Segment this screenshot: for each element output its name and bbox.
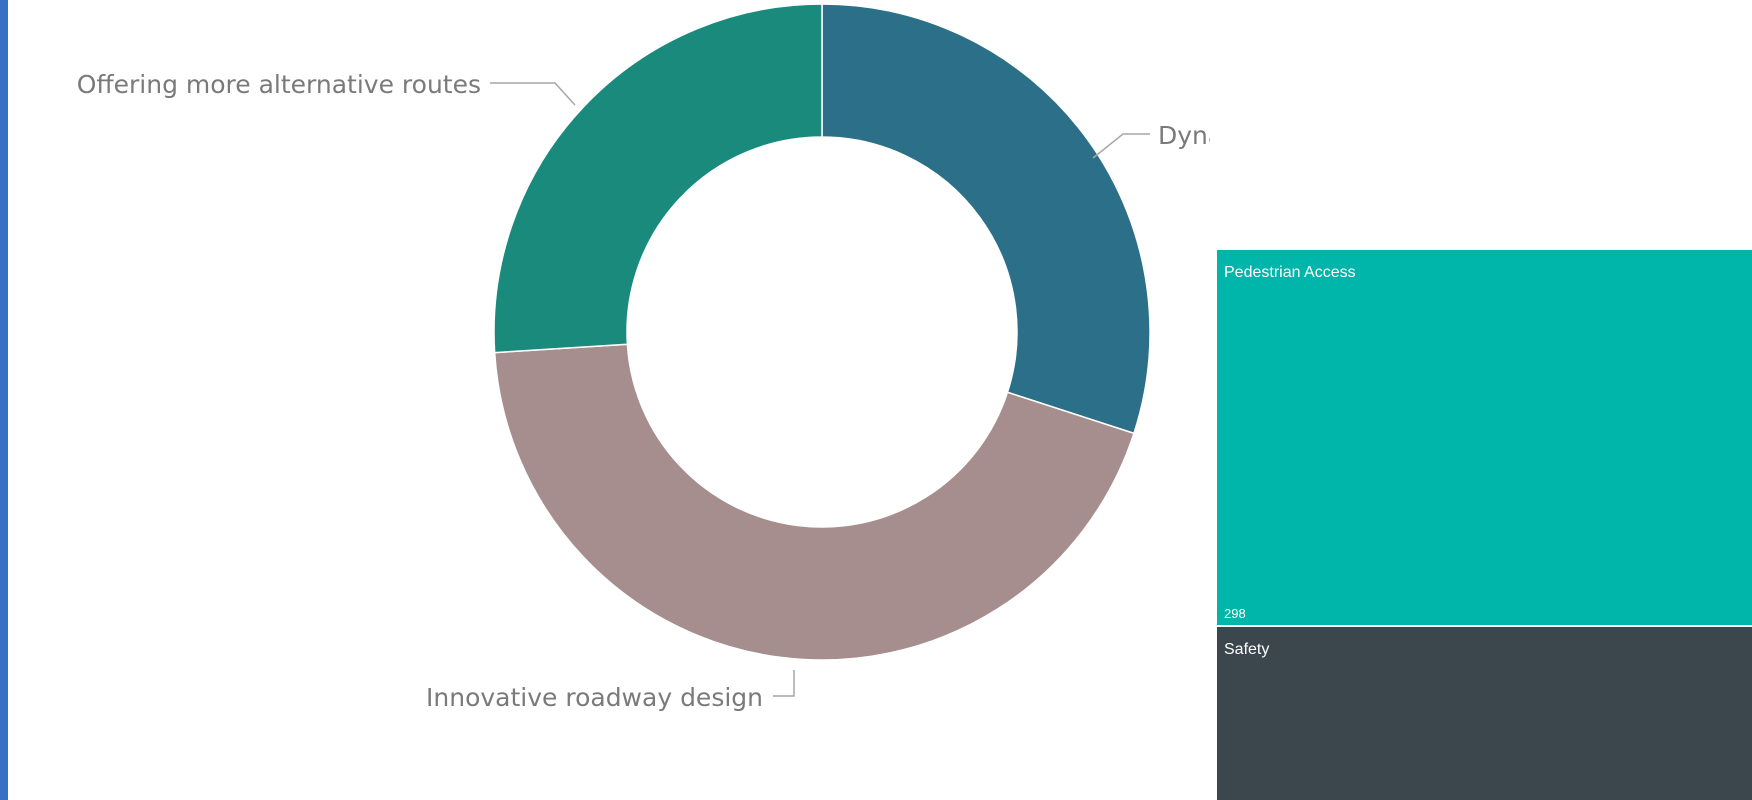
donut-slice-offering-more-alternative-routes[interactable]: [493, 3, 823, 354]
donut-slice-innovative-roadway-design[interactable]: [493, 343, 1135, 661]
treemap-tile-label: Pedestrian Access: [1224, 264, 1356, 281]
donut-leader-line: [1092, 133, 1150, 159]
donut-chart: Dynamic messaging signs Innovative roadwa…: [77, 3, 1210, 712]
donut-slice-label: Innovative roadway design: [426, 683, 763, 712]
treemap-tile-safety[interactable]: Safety: [1217, 627, 1752, 800]
treemap-tile-pedestrian-access[interactable]: Pedestrian Access 298: [1217, 250, 1752, 625]
donut-slice-label: Dynamic messaging signs: [1158, 121, 1210, 150]
donut-slice-dynamic-messaging-signs[interactable]: [821, 3, 1151, 435]
donut-slice-label: Offering more alternative routes: [77, 70, 481, 99]
donut-leader-line: [490, 82, 576, 106]
treemap-chart: Pedestrian Access 298 Safety: [1217, 250, 1752, 800]
treemap-tile-value: 298: [1224, 606, 1246, 621]
treemap-tile-label: Safety: [1224, 641, 1270, 658]
donut-leader-line: [773, 670, 795, 697]
left-accent-bar: [0, 0, 8, 800]
